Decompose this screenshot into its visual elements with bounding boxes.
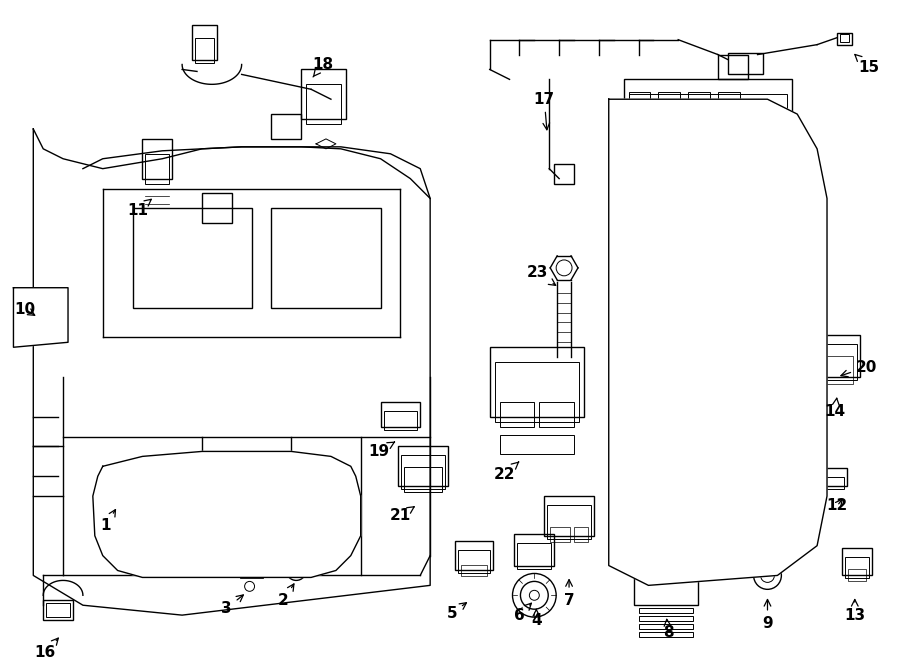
- Bar: [207, 486, 262, 511]
- Bar: [837, 33, 851, 45]
- Bar: [742, 516, 792, 556]
- Text: 14: 14: [824, 398, 845, 419]
- Bar: [638, 412, 683, 426]
- Polygon shape: [33, 129, 430, 615]
- Bar: [638, 624, 693, 629]
- Text: 22: 22: [494, 462, 518, 482]
- Bar: [146, 154, 169, 184]
- Bar: [554, 164, 574, 184]
- Bar: [624, 79, 792, 198]
- Bar: [381, 402, 420, 426]
- Text: 1: 1: [101, 510, 115, 533]
- Bar: [455, 541, 492, 570]
- Bar: [842, 548, 872, 576]
- Bar: [404, 467, 442, 492]
- Bar: [638, 608, 693, 613]
- Bar: [728, 53, 762, 75]
- Bar: [202, 194, 231, 223]
- Bar: [239, 563, 264, 578]
- Text: 4: 4: [531, 609, 542, 627]
- Text: 17: 17: [534, 92, 554, 130]
- Text: 10: 10: [14, 302, 36, 317]
- Bar: [819, 356, 853, 384]
- Text: 19: 19: [368, 442, 394, 459]
- Bar: [845, 557, 868, 578]
- Bar: [515, 534, 554, 566]
- Bar: [539, 402, 574, 426]
- Bar: [634, 561, 698, 605]
- Text: 9: 9: [762, 600, 773, 631]
- Bar: [628, 93, 651, 107]
- Bar: [659, 93, 680, 107]
- Bar: [490, 347, 584, 416]
- Text: 12: 12: [826, 498, 848, 514]
- Bar: [550, 527, 570, 542]
- Text: 20: 20: [841, 360, 878, 377]
- Bar: [718, 55, 748, 79]
- Text: 8: 8: [663, 619, 673, 641]
- Text: 18: 18: [312, 57, 334, 77]
- Bar: [693, 392, 738, 407]
- Bar: [812, 468, 847, 486]
- Bar: [574, 527, 588, 542]
- Bar: [748, 392, 792, 407]
- Bar: [458, 550, 490, 574]
- Bar: [638, 162, 718, 170]
- Bar: [628, 95, 788, 204]
- Bar: [272, 208, 381, 307]
- Bar: [638, 392, 683, 407]
- Bar: [840, 34, 849, 42]
- Bar: [461, 564, 487, 576]
- Polygon shape: [608, 99, 827, 586]
- Bar: [46, 603, 70, 617]
- Bar: [638, 616, 693, 621]
- Bar: [848, 570, 866, 582]
- Text: 7: 7: [563, 580, 574, 607]
- Bar: [638, 138, 718, 146]
- Text: 13: 13: [844, 600, 866, 623]
- Bar: [547, 505, 591, 539]
- Text: 5: 5: [446, 603, 466, 621]
- Text: 15: 15: [855, 54, 879, 75]
- Bar: [302, 69, 346, 119]
- Bar: [495, 362, 579, 422]
- Text: 23: 23: [526, 265, 555, 286]
- Bar: [195, 38, 214, 63]
- Bar: [688, 93, 710, 107]
- Text: 3: 3: [221, 595, 243, 615]
- Bar: [812, 335, 860, 377]
- Bar: [638, 632, 693, 637]
- Bar: [815, 344, 857, 380]
- Bar: [192, 25, 217, 59]
- Polygon shape: [14, 288, 68, 347]
- Bar: [500, 434, 574, 454]
- Bar: [748, 412, 792, 426]
- Bar: [399, 446, 448, 486]
- Bar: [500, 402, 535, 426]
- Bar: [237, 554, 266, 576]
- Bar: [383, 410, 418, 430]
- Bar: [518, 543, 551, 568]
- Bar: [638, 126, 718, 134]
- Text: 16: 16: [34, 638, 58, 660]
- Polygon shape: [93, 451, 361, 578]
- Bar: [306, 85, 341, 124]
- Text: 6: 6: [514, 603, 531, 623]
- Bar: [142, 139, 172, 178]
- Text: 11: 11: [127, 200, 151, 218]
- Bar: [401, 455, 445, 489]
- Bar: [43, 600, 73, 620]
- Text: 21: 21: [390, 507, 414, 524]
- Bar: [815, 477, 844, 489]
- Text: 2: 2: [278, 584, 294, 607]
- Bar: [693, 412, 738, 426]
- Bar: [544, 496, 594, 536]
- Bar: [132, 208, 252, 307]
- Bar: [718, 93, 740, 107]
- Bar: [638, 150, 718, 158]
- Bar: [272, 114, 302, 139]
